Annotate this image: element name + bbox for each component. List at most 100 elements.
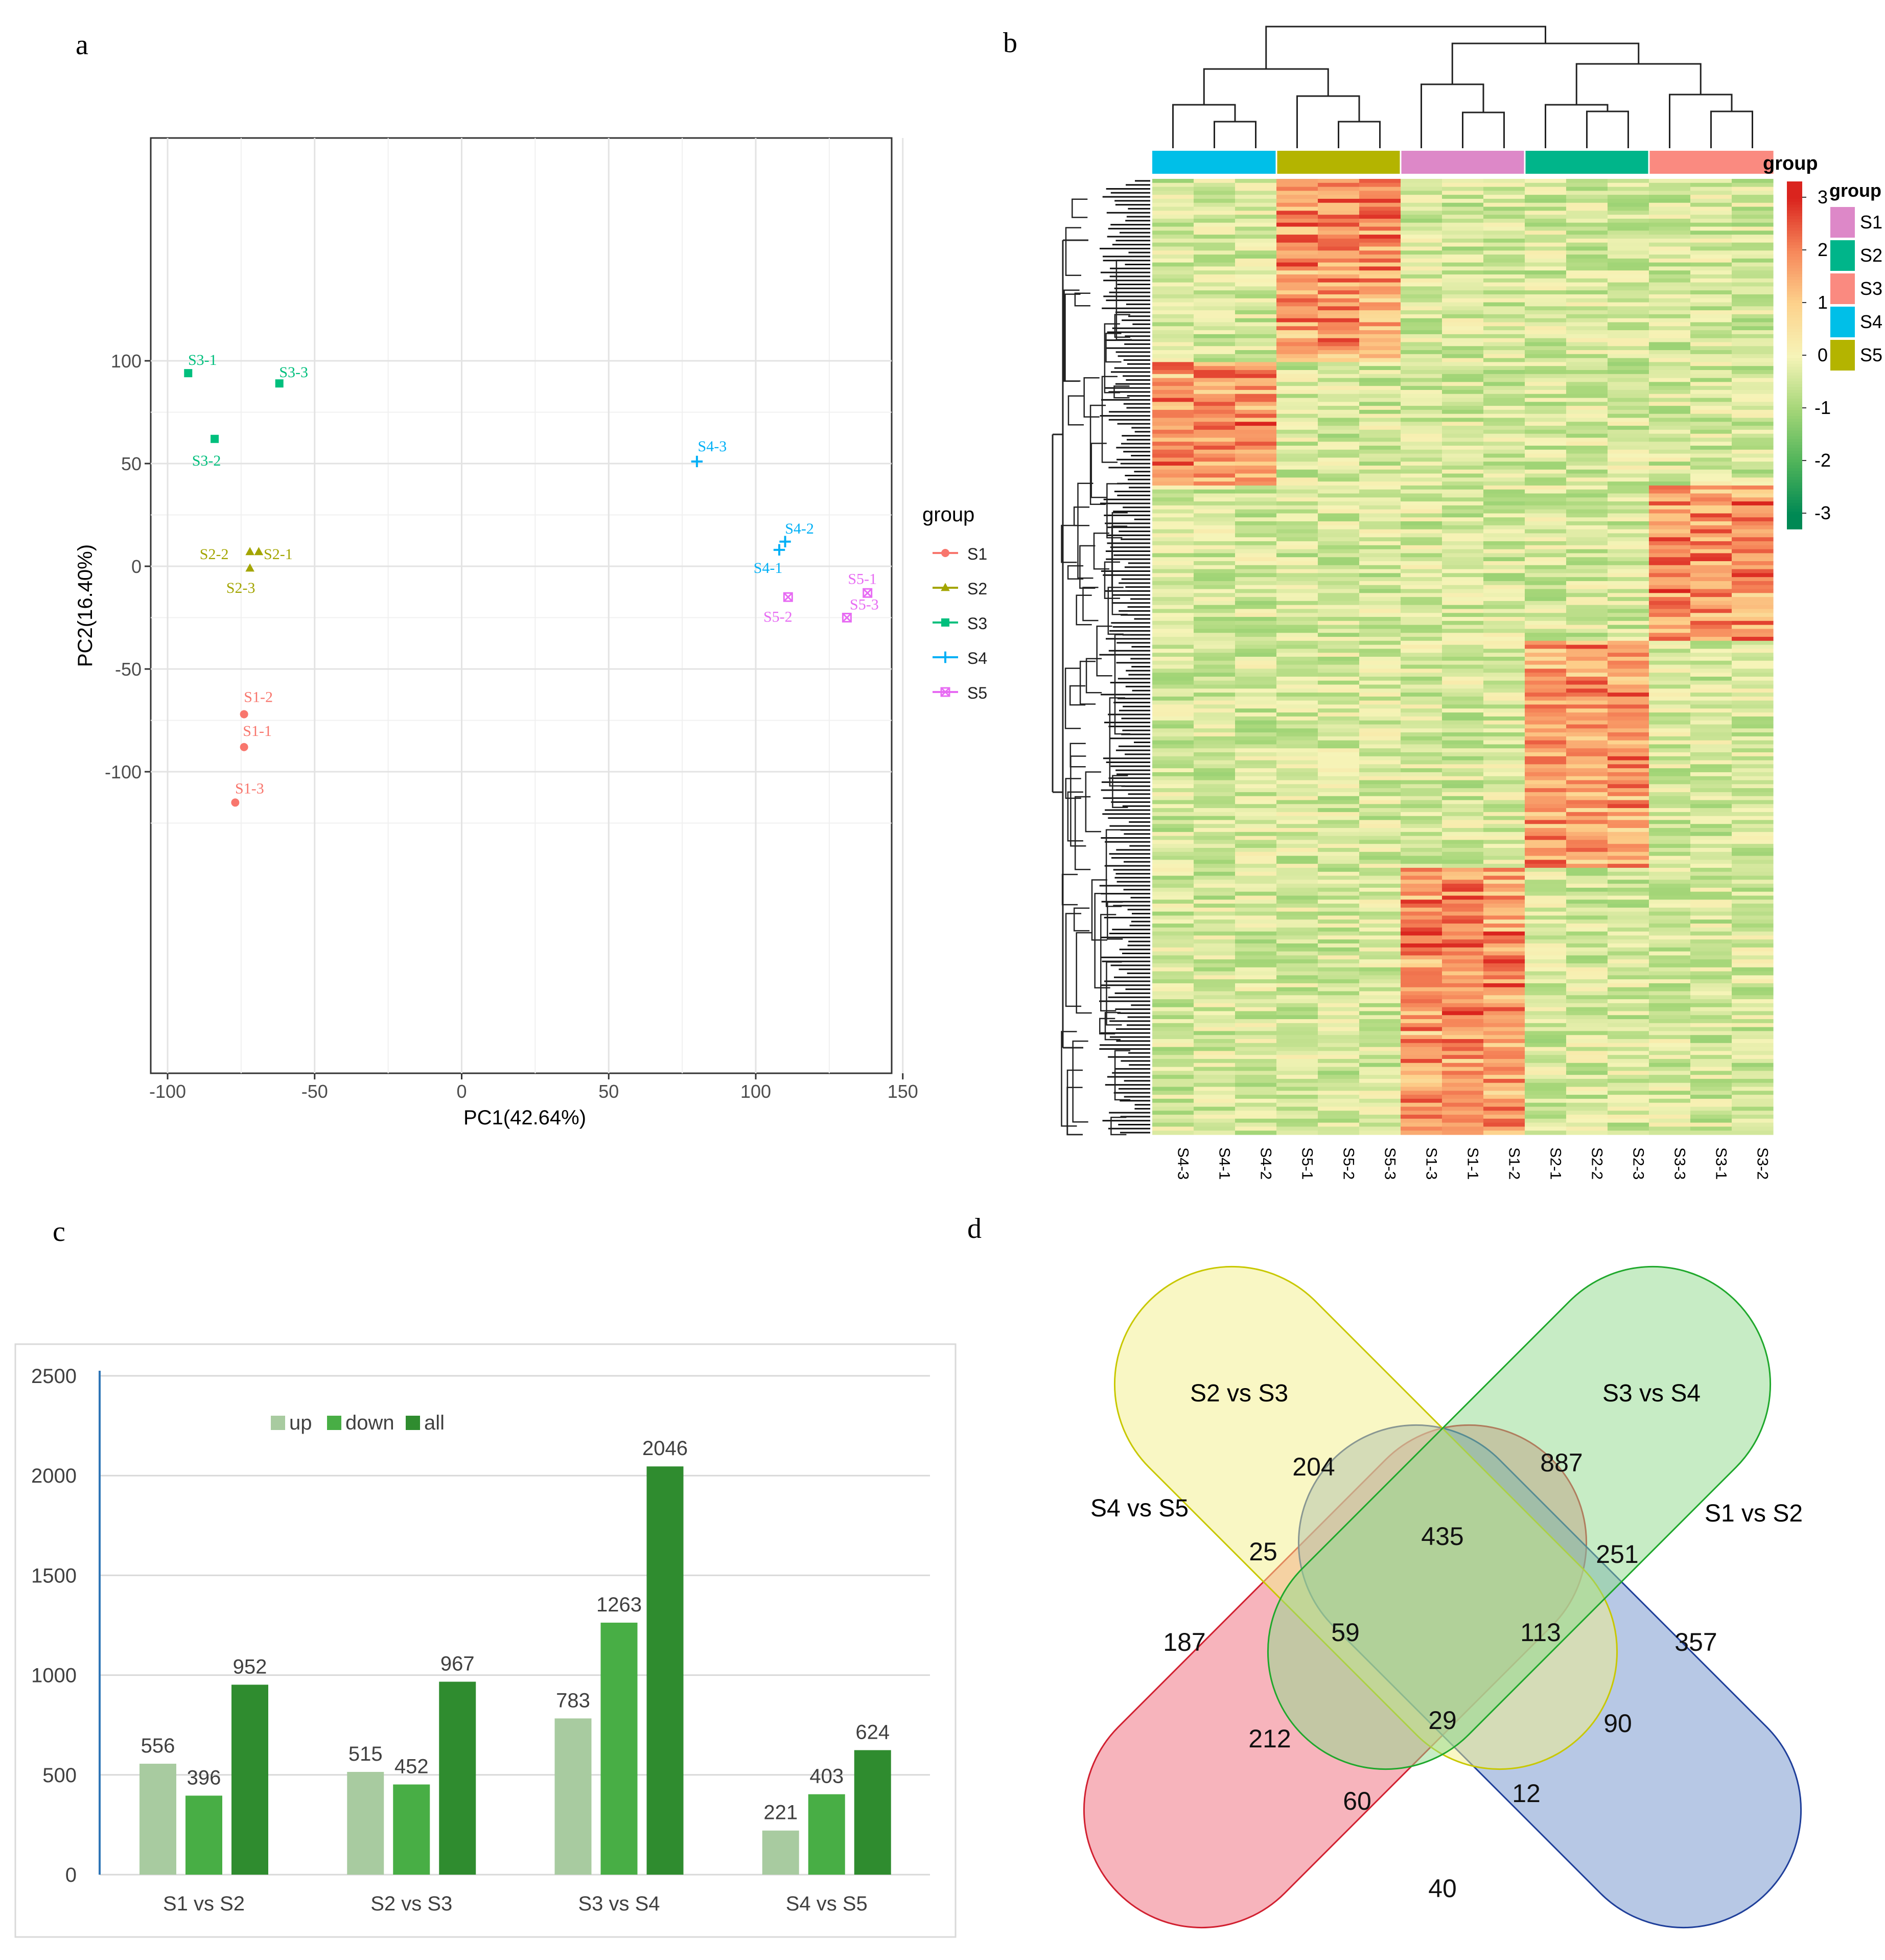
heatmap-cell [1235,788,1277,793]
heatmap-cell [1276,696,1318,701]
heatmap-cell [1152,924,1194,928]
heatmap-cell [1235,462,1277,466]
heatmap-cell [1483,891,1525,896]
heatmap-cell [1318,851,1360,857]
heatmap-cell [1194,820,1236,824]
heatmap-cell [1194,895,1236,900]
heatmap-cell [1690,943,1732,948]
heatmap-cell [1401,637,1442,641]
heatmap-cell [1318,609,1360,613]
heatmap-cell [1483,760,1525,765]
heatmap-cell [1276,955,1318,960]
heatmap-cell [1732,541,1774,546]
row-dendrogram-branch [1066,1069,1083,1136]
heatmap-cell [1732,895,1774,900]
heatmap-cell [1359,561,1401,566]
heatmap-cell [1401,1027,1442,1032]
heatmap-cell [1483,202,1525,207]
pca-x-tick-label: 150 [888,1081,918,1102]
heatmap-cell [1401,963,1442,968]
heatmap-cell [1525,593,1567,597]
heatmap-cell [1442,195,1484,199]
heatmap-cell [1525,1078,1567,1083]
color-scale-step [1787,526,1802,529]
heatmap-cell [1194,1035,1236,1040]
heatmap-cell [1649,693,1691,697]
heatmap-cell [1359,426,1401,430]
heatmap-cell [1235,433,1277,439]
heatmap-cell [1732,537,1774,542]
heatmap-cell [1359,748,1401,753]
heatmap-cell [1483,1118,1525,1123]
heatmap-cell [1483,696,1525,701]
heatmap-cell [1690,605,1732,610]
heatmap-cell [1194,230,1236,235]
heatmap-cell [1276,983,1318,988]
venn-set-label-s3-s4: S3 vs S4 [1602,1380,1701,1407]
heatmap-cell [1235,919,1277,924]
heatmap-cell [1608,955,1649,960]
heatmap-cell [1608,939,1649,944]
heatmap-cell [1152,871,1194,877]
pca-point-label: S3-2 [192,452,221,469]
pca-point [184,369,193,378]
heatmap-cell [1649,728,1691,733]
heatmap-cell [1194,545,1236,550]
heatmap-cell [1649,1131,1691,1135]
heatmap-cell [1566,481,1608,486]
heatmap-cell [1649,1102,1691,1108]
heatmap-cell [1690,792,1732,797]
heatmap-cell [1525,673,1567,677]
heatmap-cell [1649,402,1691,406]
heatmap-cell [1566,322,1608,327]
color-scale-step [1787,181,1802,185]
heatmap-cell [1318,326,1360,331]
heatmap-cell [1235,350,1277,355]
heatmap-cell [1690,354,1732,359]
heatmap-cell [1318,354,1360,359]
heatmap-column-label: S3-3 [1671,1147,1688,1180]
heatmap-cell [1483,1078,1525,1083]
heatmap-cell [1318,457,1360,462]
heatmap-cell [1318,1063,1360,1068]
heatmap-cell [1318,449,1360,454]
heatmap-cell [1276,1003,1318,1008]
heatmap-cell [1608,306,1649,311]
heatmap-cell [1483,1035,1525,1040]
heatmap-cell [1608,537,1649,542]
heatmap-cell [1483,473,1525,478]
heatmap-cell [1649,218,1691,223]
heatmap-cell [1608,493,1649,498]
heatmap-cell [1318,820,1360,824]
heatmap-cell [1649,816,1691,821]
heatmap-cell [1442,1071,1484,1075]
heatmap-cell [1359,449,1401,454]
heatmap-cell [1732,386,1774,390]
row-dendrogram-branch [1061,873,1078,906]
color-scale-step [1787,242,1802,246]
heatmap-cell [1401,625,1442,630]
heatmap-cell [1276,776,1318,781]
heatmap-cell [1525,346,1567,351]
row-dendrogram-branch [1065,227,1081,276]
heatmap-cell [1194,796,1236,801]
heatmap-cell [1276,350,1318,355]
heatmap-cell [1194,338,1236,343]
heatmap-cell [1401,206,1442,211]
heatmap-cell [1525,517,1567,522]
heatmap-cell [1732,238,1774,243]
heatmap-cell [1318,581,1360,586]
heatmap-cell [1732,389,1774,395]
heatmap-cell [1194,1015,1236,1020]
bar-up [139,1763,176,1875]
heatmap-cell [1442,1055,1484,1059]
venn-region-count: 40 [1428,1874,1457,1903]
heatmap-cell [1152,449,1194,454]
heatmap-cell [1732,700,1774,705]
heatmap-cell [1152,911,1194,916]
heatmap-cell [1442,294,1484,299]
heatmap-cell [1235,640,1277,645]
heatmap-cell [1690,867,1732,872]
heatmap-cell [1359,1027,1401,1032]
heatmap-cell [1732,322,1774,327]
